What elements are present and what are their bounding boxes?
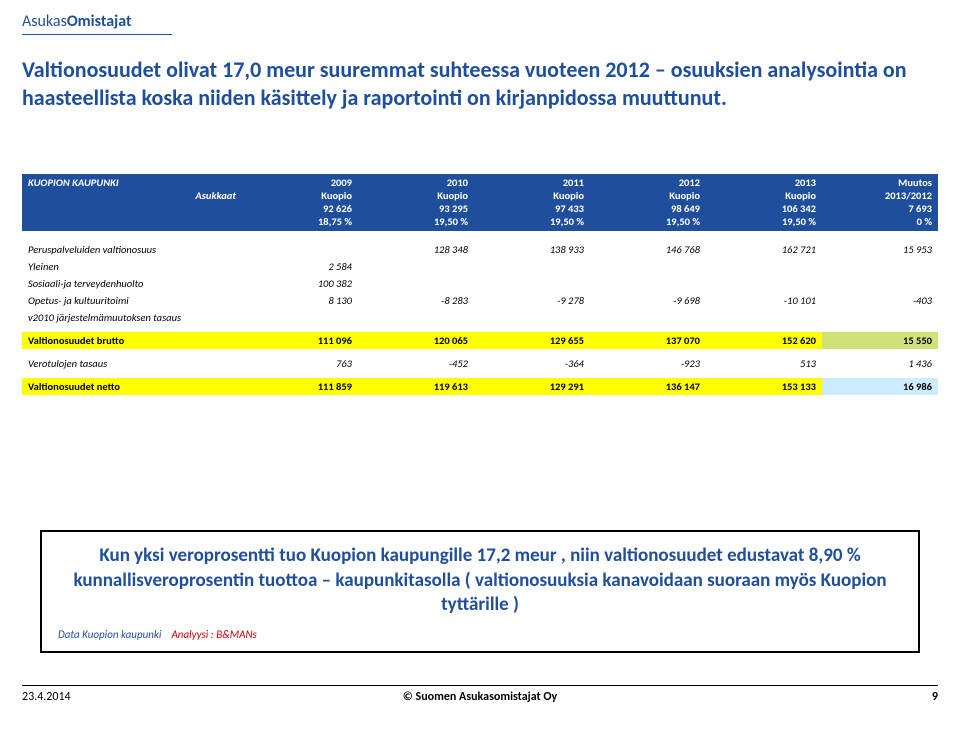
row-value: [822, 258, 938, 275]
row-value: [822, 309, 938, 326]
row-value: 138 933: [474, 241, 590, 258]
row-value: -10 101: [706, 292, 822, 309]
row-value: [358, 258, 474, 275]
row-value: [706, 309, 822, 326]
table-header-label: KUOPION KAUPUNKIAsukkaat: [22, 174, 242, 231]
row-value: [590, 275, 706, 292]
table-header-col: Muutos2013/20127 6930 %: [822, 174, 938, 231]
row-value: 100 382: [242, 275, 358, 292]
summary-credit-analysis: Analyysi : B&MANs: [171, 628, 256, 641]
row-value: 2 584: [242, 258, 358, 275]
row-value: -403: [822, 292, 938, 309]
table-row: Peruspalveluiden valtionosuus 128 348138 …: [22, 241, 938, 258]
row-label: Sosiaali-ja terveydenhuolto: [22, 275, 242, 292]
table-header-col: 2012Kuopio98 64919,50 %: [590, 174, 706, 231]
table-header-col: 2009Kuopio92 62618,75 %: [242, 174, 358, 231]
row-label: Peruspalveluiden valtionosuus: [22, 241, 242, 258]
row-value: [358, 309, 474, 326]
summary-box: Kun yksi veroprosentti tuo Kuopion kaupu…: [40, 530, 920, 653]
row-label: v2010 järjestelmämuutoksen tasaus: [22, 309, 242, 326]
row-value: [358, 275, 474, 292]
row-value: [242, 241, 358, 258]
row-value: -9 698: [590, 292, 706, 309]
table-row: Opetus- ja kultuuritoimi8 130-8 283-9 27…: [22, 292, 938, 309]
row-value: [590, 309, 706, 326]
brand-part1: Asukas: [22, 12, 67, 31]
table-row: Yleinen2 584: [22, 258, 938, 275]
brand-logo: AsukasOmistajat: [22, 12, 131, 31]
summary-text: Kun yksi veroprosentti tuo Kuopion kaupu…: [58, 544, 902, 618]
table-row: Sosiaali-ja terveydenhuolto100 382: [22, 275, 938, 292]
footer-date: 23.4.2014: [22, 690, 71, 704]
row-brutto: Valtionosuudet brutto111 096120 065129 6…: [22, 332, 938, 349]
row-label: Opetus- ja kultuuritoimi: [22, 292, 242, 309]
data-table-wrap: KUOPION KAUPUNKIAsukkaat2009Kuopio92 626…: [22, 174, 938, 395]
row-value: -9 278: [474, 292, 590, 309]
table-header-col: 2010Kuopio93 29519,50 %: [358, 174, 474, 231]
row-value: 128 348: [358, 241, 474, 258]
row-value: [474, 275, 590, 292]
row-value: [474, 309, 590, 326]
footer-copyright: © Suomen Asukasomistajat Oy: [403, 690, 557, 704]
page-footer: 23.4.2014 © Suomen Asukasomistajat Oy 9: [22, 685, 938, 704]
row-netto: Valtionosuudet netto111 859119 613129 29…: [22, 378, 938, 395]
row-value: 162 721: [706, 241, 822, 258]
row-value: 146 768: [590, 241, 706, 258]
brand-underline: [22, 34, 172, 35]
row-value: [474, 258, 590, 275]
table-row: v2010 järjestelmämuutoksen tasaus: [22, 309, 938, 326]
row-value: 15 953: [822, 241, 938, 258]
footer-page: 9: [932, 690, 938, 704]
row-value: 8 130: [242, 292, 358, 309]
row-label: Yleinen: [22, 258, 242, 275]
table-header-col: 2013Kuopio106 34219,50 %: [706, 174, 822, 231]
page-heading: Valtionosuudet olivat 17,0 meur suuremma…: [22, 56, 938, 111]
row-value: [706, 258, 822, 275]
brand-part2: Omistajat: [67, 12, 132, 31]
row-value: -8 283: [358, 292, 474, 309]
summary-credit-data: Data Kuopion kaupunki: [58, 628, 161, 641]
table-header-col: 2011Kuopio97 43319,50 %: [474, 174, 590, 231]
row-tasaus: Verotulojen tasaus763-452-364-9235131 43…: [22, 355, 938, 372]
row-value: [242, 309, 358, 326]
row-value: [706, 275, 822, 292]
summary-credit: Data Kuopion kaupunki Analyysi : B&MANs: [58, 628, 902, 641]
row-value: [590, 258, 706, 275]
row-value: [822, 275, 938, 292]
data-table: KUOPION KAUPUNKIAsukkaat2009Kuopio92 626…: [22, 174, 938, 395]
